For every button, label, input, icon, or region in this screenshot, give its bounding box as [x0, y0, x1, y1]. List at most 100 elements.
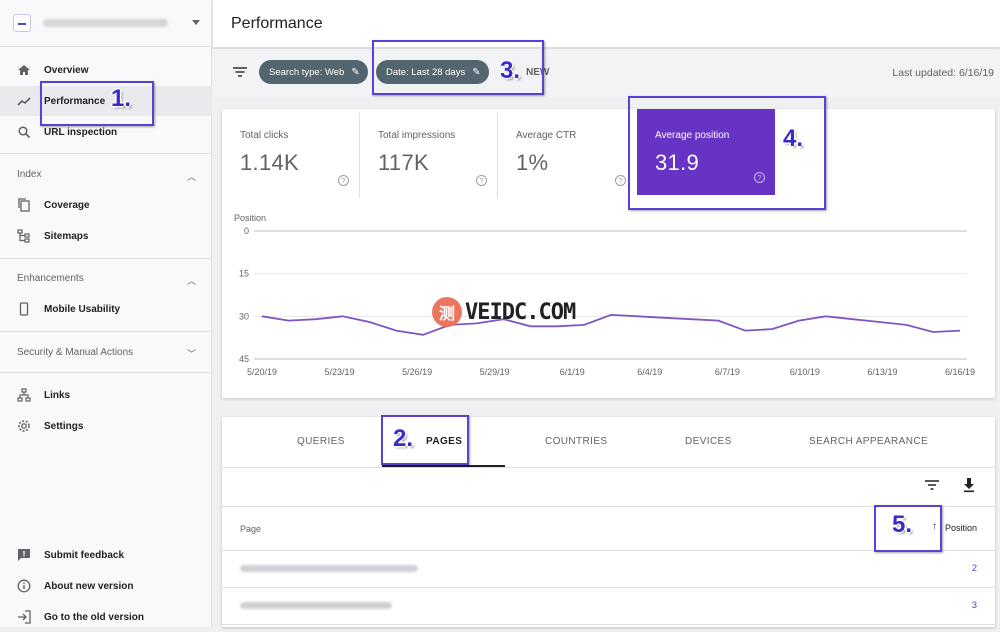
new-filter-button[interactable]: NEW: [526, 67, 550, 78]
chart-x-tick-label: 6/13/19: [867, 367, 897, 377]
table-filter-icon[interactable]: [924, 478, 940, 492]
sidebar-item-label: Go to the old version: [44, 611, 145, 623]
tab-countries[interactable]: COUNTRIES: [545, 436, 608, 447]
links-icon: [17, 388, 31, 402]
download-icon[interactable]: [962, 477, 976, 493]
metric-total-impressions[interactable]: Total impressions 117K ?: [360, 113, 498, 198]
sidebar-item-settings[interactable]: Settings: [0, 411, 212, 441]
section-title-security: Security & Manual Actions: [17, 347, 134, 358]
section-title-enhancements: Enhancements: [17, 273, 84, 284]
tab-search-appearance[interactable]: SEARCH APPEARANCE: [809, 436, 929, 447]
help-icon[interactable]: ?: [615, 175, 626, 186]
sidebar-item-links[interactable]: Links: [0, 380, 212, 410]
chart-x-tick-label: 6/16/19: [945, 367, 975, 377]
annotation-box-3: [372, 40, 544, 95]
gear-icon: [17, 419, 31, 433]
watermark: 测 VEIDC.COM: [432, 297, 576, 327]
divider: [222, 550, 995, 551]
chart-x-tick-label: 6/1/19: [560, 367, 585, 377]
help-icon[interactable]: ?: [338, 175, 349, 186]
divider: [0, 258, 212, 259]
sidebar-item-label: Settings: [44, 420, 84, 432]
metric-value: 1%: [516, 150, 549, 175]
page-title: Performance: [231, 15, 323, 32]
sidebar-item-label: Performance: [44, 95, 106, 107]
chevron-down-icon[interactable]: ﹀: [186, 349, 196, 359]
table-row-url-blurred[interactable]: [240, 602, 392, 609]
date-chip[interactable]: Date: Last 28 days ✎: [376, 60, 489, 84]
section-title-index: Index: [17, 169, 42, 180]
chart-x-tick-label: 5/26/19: [402, 367, 432, 377]
trending-up-icon: [17, 94, 31, 108]
sidebar-item-old-version[interactable]: Go to the old version: [0, 602, 212, 632]
divider: [222, 506, 995, 507]
metric-value: 31.9: [655, 150, 700, 175]
annotation-number-1: 1.: [111, 85, 132, 112]
metric-average-ctr[interactable]: Average CTR 1% ?: [498, 113, 636, 198]
metric-average-position[interactable]: Average position 31.9 ?: [637, 109, 775, 195]
edit-icon: ✎: [351, 66, 360, 78]
sidebar-item-label: Coverage: [44, 199, 90, 211]
active-tab-indicator: [382, 465, 505, 467]
last-updated-text: Last updated: 6/16/19: [892, 67, 994, 79]
watermark-badge: 测: [432, 297, 462, 327]
chart-x-tick-label: 6/10/19: [790, 367, 820, 377]
sort-arrow-up-icon[interactable]: ↑: [932, 521, 937, 532]
annotation-number-3: 3.: [500, 57, 521, 84]
tab-queries[interactable]: QUERIES: [297, 436, 345, 447]
chart-y-tick-label: 45: [239, 354, 249, 364]
help-icon[interactable]: ?: [476, 175, 487, 186]
search-type-chip[interactable]: Search type: Web ✎: [259, 60, 368, 84]
metric-value: 117K: [378, 150, 429, 175]
annotation-box-5: [874, 505, 942, 552]
divider: [0, 153, 212, 154]
sidebar: Overview Performance URL inspection Inde…: [0, 0, 212, 627]
results-card: QUERIES PAGES COUNTRIES DEVICES SEARCH A…: [222, 417, 995, 627]
sidebar-item-about-new-version[interactable]: About new version: [0, 571, 212, 601]
chip-label: Date: Last 28 days: [386, 66, 466, 78]
chart-y-axis-label: Position: [234, 213, 266, 223]
annotation-box-4: [628, 96, 826, 210]
filter-icon[interactable]: [233, 66, 247, 78]
sidebar-item-label: URL inspection: [44, 126, 118, 138]
sidebar-item-submit-feedback[interactable]: Submit feedback: [0, 540, 212, 570]
property-icon: [13, 14, 31, 32]
property-selector[interactable]: [0, 0, 212, 47]
help-icon[interactable]: ?: [754, 172, 765, 183]
property-url-blurred: [43, 19, 168, 27]
sidebar-item-label: Overview: [44, 64, 89, 76]
sidebar-item-url-inspection[interactable]: URL inspection: [0, 117, 212, 147]
chart-x-tick-label: 5/29/19: [480, 367, 510, 377]
metric-label: Average position: [655, 130, 730, 141]
sidebar-item-performance[interactable]: Performance: [0, 86, 212, 116]
search-icon: [17, 125, 31, 139]
exit-icon: [17, 610, 31, 624]
copy-icon: [17, 198, 31, 212]
sidebar-item-coverage[interactable]: Coverage: [0, 190, 212, 220]
watermark-text: VEIDC.COM: [465, 299, 576, 325]
sidebar-item-sitemaps[interactable]: Sitemaps: [0, 221, 212, 251]
chart-series-line: [261, 313, 961, 336]
sidebar-item-label: Mobile Usability: [44, 303, 121, 315]
chart-y-tick-label: 0: [244, 226, 249, 236]
metric-value: 1.14K: [240, 150, 299, 175]
column-header-position[interactable]: Position: [944, 523, 977, 533]
header: Performance: [213, 0, 1000, 48]
divider: [222, 467, 995, 468]
tab-pages[interactable]: PAGES: [426, 436, 463, 447]
edit-icon: ✎: [472, 66, 481, 78]
tab-devices[interactable]: DEVICES: [685, 436, 732, 447]
chart-y-tick-label: 30: [239, 311, 249, 321]
sidebar-item-mobile-usability[interactable]: Mobile Usability: [0, 294, 212, 324]
chevron-up-icon[interactable]: ︿: [186, 276, 196, 286]
sidebar-item-overview[interactable]: Overview: [0, 55, 212, 85]
position-chart: Position 0 15 30 45 5/20/19 5/23/19 5/26/19 5/29…: [234, 213, 975, 377]
divider: [0, 372, 212, 373]
table-row-url-blurred[interactable]: [240, 565, 418, 572]
column-header-page[interactable]: Page: [240, 524, 262, 534]
chart-x-tick-label: 6/7/19: [715, 367, 740, 377]
metric-total-clicks[interactable]: Total clicks 1.14K ?: [222, 113, 360, 198]
chip-label: Search type: Web: [269, 66, 345, 78]
divider: [222, 587, 995, 588]
chevron-up-icon[interactable]: ︿: [186, 172, 196, 182]
